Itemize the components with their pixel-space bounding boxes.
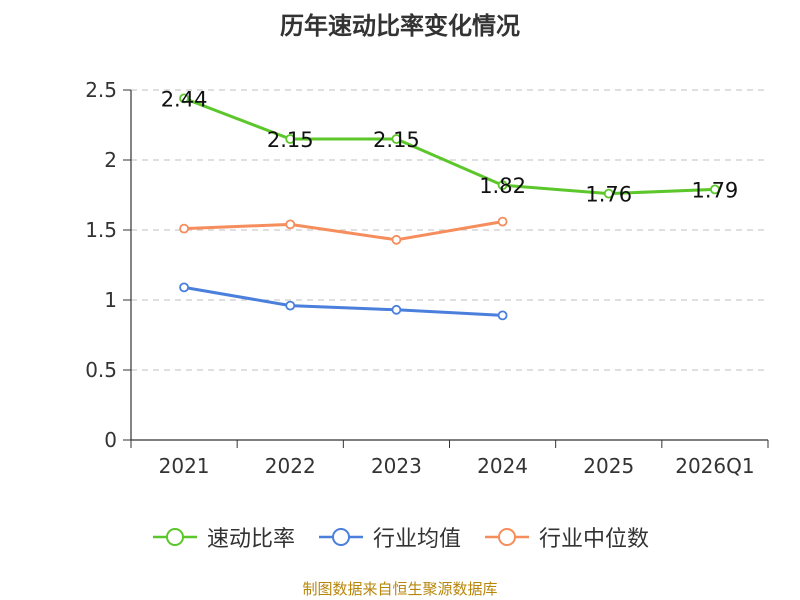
legend-line-icon — [485, 528, 529, 546]
source-note: 制图数据来自恒生聚源数据库 — [302, 580, 498, 598]
series-line — [183, 285, 503, 317]
data-point — [391, 304, 402, 315]
data-label: 1.76 — [585, 183, 632, 207]
y-tick-label: 1 — [104, 288, 117, 312]
data-label: 2.44 — [161, 87, 208, 111]
data-point — [179, 223, 189, 234]
legend-item-quick-ratio[interactable]: 速动比率 — [151, 521, 295, 553]
data-point — [179, 93, 189, 104]
legend-line-icon — [318, 528, 363, 546]
series-0 — [179, 93, 720, 199]
x-tick-label: 2023 — [371, 454, 422, 478]
series-1 — [179, 282, 508, 321]
data-label: 1.82 — [479, 174, 526, 198]
legend-line-icon — [152, 528, 197, 546]
data-point — [497, 180, 508, 191]
data-point — [179, 282, 189, 293]
x-tick-label: 2024 — [477, 454, 528, 478]
series-line — [183, 96, 715, 196]
series-line — [184, 220, 503, 242]
legend-label: 速动比率 — [206, 527, 295, 552]
y-tick-label: 0 — [104, 428, 117, 452]
data-label: 2.15 — [267, 128, 314, 152]
y-tick-label: 2 — [104, 148, 117, 172]
data-point — [285, 300, 296, 311]
legend: 速动比率 行业均值 行业中位数 — [0, 520, 800, 554]
legend-item-industry-median[interactable]: 行业中位数 — [483, 521, 649, 553]
data-point — [497, 216, 508, 227]
y-tick-label: 2.5 — [85, 78, 117, 102]
y-tick-label: 1.5 — [85, 218, 117, 242]
gridlines — [131, 89, 768, 371]
data-point — [285, 134, 296, 144]
series-lines — [179, 93, 720, 321]
data-labels: 2.44 2.15 2.15 1.82 1.76 1.79 — [161, 87, 739, 206]
x-tick-label: 2021 — [159, 454, 210, 478]
chart-title: 历年速动比率变化情况 — [280, 12, 520, 40]
legend-label: 行业中位数 — [539, 527, 650, 552]
data-point — [391, 134, 402, 144]
series-2 — [179, 216, 508, 245]
data-label: 1.79 — [692, 178, 739, 202]
data-point — [285, 219, 296, 230]
x-tick-label: 2025 — [583, 454, 634, 478]
x-tick-label: 2026Q1 — [675, 454, 754, 478]
x-tick-label: 2022 — [265, 454, 316, 478]
data-point — [603, 188, 614, 199]
legend-label: 行业均值 — [372, 527, 461, 552]
data-point — [391, 234, 402, 245]
y-tick-label: 0.5 — [85, 358, 117, 382]
axes: 0 0.5 1 1.5 2 2.5 2021 2022 2023 2024 2025 2026Q1 — [85, 78, 769, 478]
data-label: 2.15 — [373, 128, 420, 152]
legend-item-industry-mean[interactable]: 行业均值 — [317, 521, 461, 553]
data-point — [497, 310, 508, 321]
data-point — [710, 184, 720, 195]
